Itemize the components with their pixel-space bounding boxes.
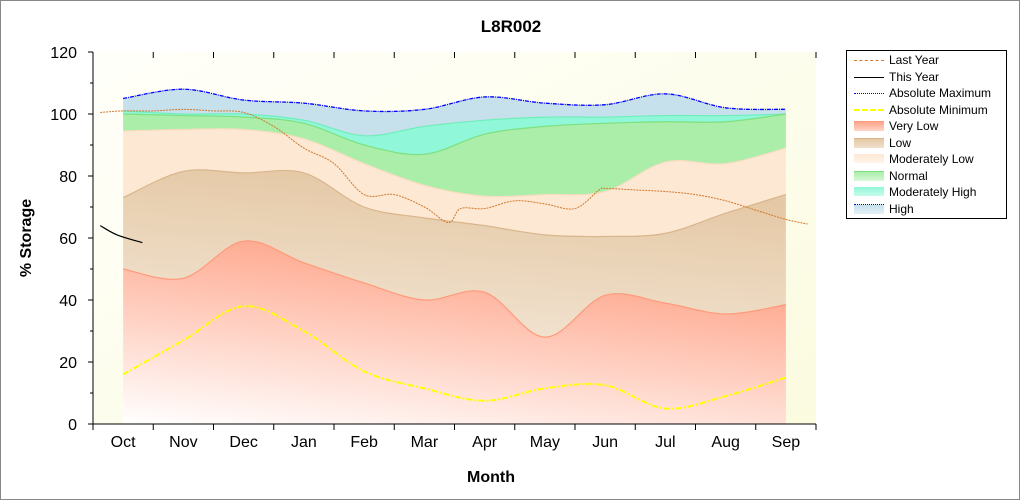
legend-item-moderately-high: Moderately High	[847, 184, 1006, 201]
this-year-line	[99, 225, 143, 244]
legend-label: Moderately Low	[889, 152, 974, 166]
y-tick-label: 40	[59, 293, 77, 310]
legend-item-high: High	[847, 201, 1006, 218]
legend-item-very-low: Very Low	[847, 118, 1006, 135]
band-moderately-high-edge	[123, 110, 786, 137]
legend-swatch	[854, 121, 884, 131]
legend-swatch	[854, 203, 884, 214]
band-very-low	[123, 240, 786, 424]
band-moderately-low-edge	[123, 128, 787, 198]
x-tick-label: Apr	[472, 434, 498, 451]
last-year-line	[100, 108, 808, 225]
x-tick-label: Feb	[350, 434, 378, 451]
legend-label: Normal	[889, 168, 928, 183]
legend-item-low: Low	[847, 135, 1006, 152]
x-tick-label: Jun	[592, 434, 618, 451]
x-tick-label: Mar	[411, 434, 439, 451]
x-axis-label: Month	[467, 469, 515, 486]
y-tick-label: 100	[50, 107, 77, 124]
legend-item-moderately-low: Moderately Low	[847, 151, 1006, 168]
legend: Last Year This Year Absolute Maximum Absolu…	[846, 50, 1007, 219]
legend-item-absolute-minimum: Absolute Minimum	[847, 102, 1006, 119]
band-normal-edge	[123, 113, 786, 156]
legend-item-this-year: This Year	[847, 69, 1006, 86]
legend-label: Last Year	[889, 53, 940, 67]
legend-swatch	[854, 187, 884, 196]
absolute-maximum-line	[123, 88, 786, 113]
band-high	[123, 89, 786, 136]
x-tick-label: Nov	[169, 434, 197, 451]
legend-item-last-year: Last Year	[847, 52, 1006, 69]
x-tick-label: Oct	[111, 434, 136, 451]
legend-swatch	[854, 170, 884, 181]
legend-label: Moderately High	[889, 185, 977, 199]
y-tick-label: 120	[50, 45, 77, 62]
x-tick-label: Jan	[291, 434, 317, 451]
x-tick-label: May	[530, 434, 560, 451]
y-tick-label: 60	[59, 231, 77, 248]
legend-swatch	[854, 108, 884, 111]
legend-label: High	[889, 201, 914, 216]
band-low	[123, 169, 786, 338]
legend-label: Absolute Maximum	[889, 86, 992, 100]
band-low-edge	[122, 169, 787, 238]
band-moderately-low	[123, 128, 786, 237]
y-tick-label: 80	[59, 169, 77, 186]
y-tick-label: 20	[59, 355, 77, 372]
x-tick-label: Aug	[711, 434, 739, 451]
x-tick-label: Sep	[772, 434, 801, 451]
legend-item-normal: Normal	[847, 168, 1006, 185]
legend-label: Low	[889, 135, 912, 150]
legend-label: Very Low	[889, 119, 939, 133]
band-very-low-edge	[123, 240, 786, 338]
legend-item-absolute-maximum: Absolute Maximum	[847, 85, 1006, 102]
legend-swatch	[854, 76, 884, 78]
band-moderately-high	[123, 110, 786, 155]
legend-swatch	[854, 137, 884, 148]
y-axis-label: % Storage	[18, 199, 35, 277]
legend-swatch	[854, 154, 884, 163]
chart-title: L8R002	[481, 17, 541, 36]
x-tick-label: Jul	[655, 434, 675, 451]
absolute-minimum-line	[122, 305, 787, 410]
legend-swatch	[854, 60, 884, 61]
legend-label: This Year	[889, 69, 940, 84]
x-tick-label: Dec	[229, 434, 257, 451]
legend-label: Absolute Minimum	[889, 102, 988, 117]
y-tick-label: 0	[68, 417, 77, 434]
legend-swatch	[854, 93, 884, 94]
